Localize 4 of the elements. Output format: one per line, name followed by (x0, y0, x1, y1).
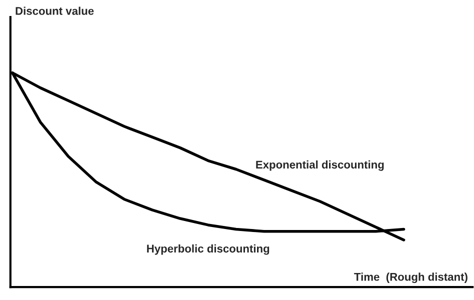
series-label: Exponential discounting (256, 160, 384, 171)
text: Discount value (16, 6, 94, 15)
x-axis-title: Time (Rough distant) (354, 272, 468, 284)
series-label: Hyperbolic discounting (147, 244, 270, 255)
